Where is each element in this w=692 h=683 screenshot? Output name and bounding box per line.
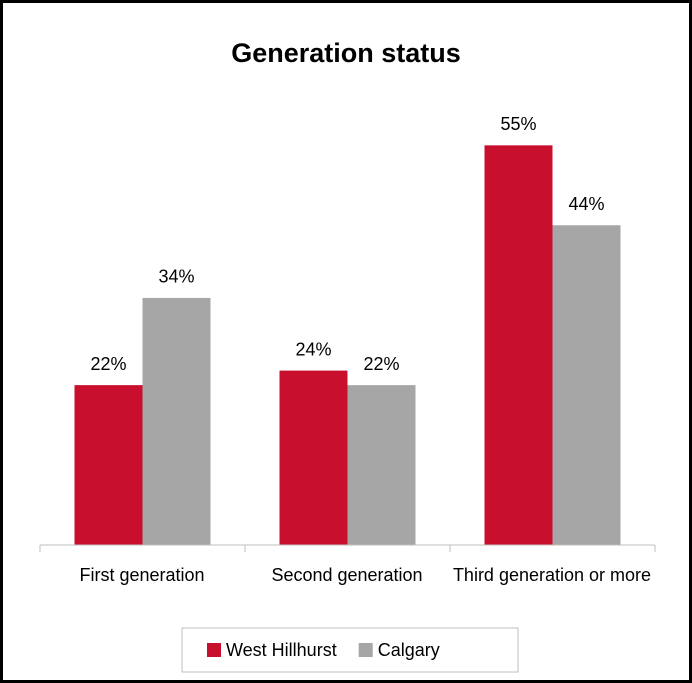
bar <box>552 225 621 545</box>
chart-title: Generation status <box>231 38 461 68</box>
data-label: 34% <box>158 267 194 287</box>
x-tick-label: Second generation <box>271 565 423 585</box>
bar <box>347 385 416 545</box>
legend-label: West Hillhurst <box>226 640 337 660</box>
data-label: 22% <box>90 354 126 374</box>
x-tick-label: Third generation or more <box>452 565 652 585</box>
data-label: 22% <box>363 354 399 374</box>
bar <box>142 297 211 545</box>
legend-swatch <box>207 643 221 657</box>
data-label: 55% <box>500 114 536 134</box>
legend-swatch <box>358 643 373 657</box>
bar <box>279 370 348 545</box>
legend-box <box>181 627 519 673</box>
bar <box>74 385 143 545</box>
bar <box>484 145 553 546</box>
legend-label: Calgary <box>378 640 440 660</box>
data-label: 44% <box>568 194 604 214</box>
data-label: 24% <box>295 339 331 359</box>
x-tick-label: First generation <box>79 565 205 585</box>
